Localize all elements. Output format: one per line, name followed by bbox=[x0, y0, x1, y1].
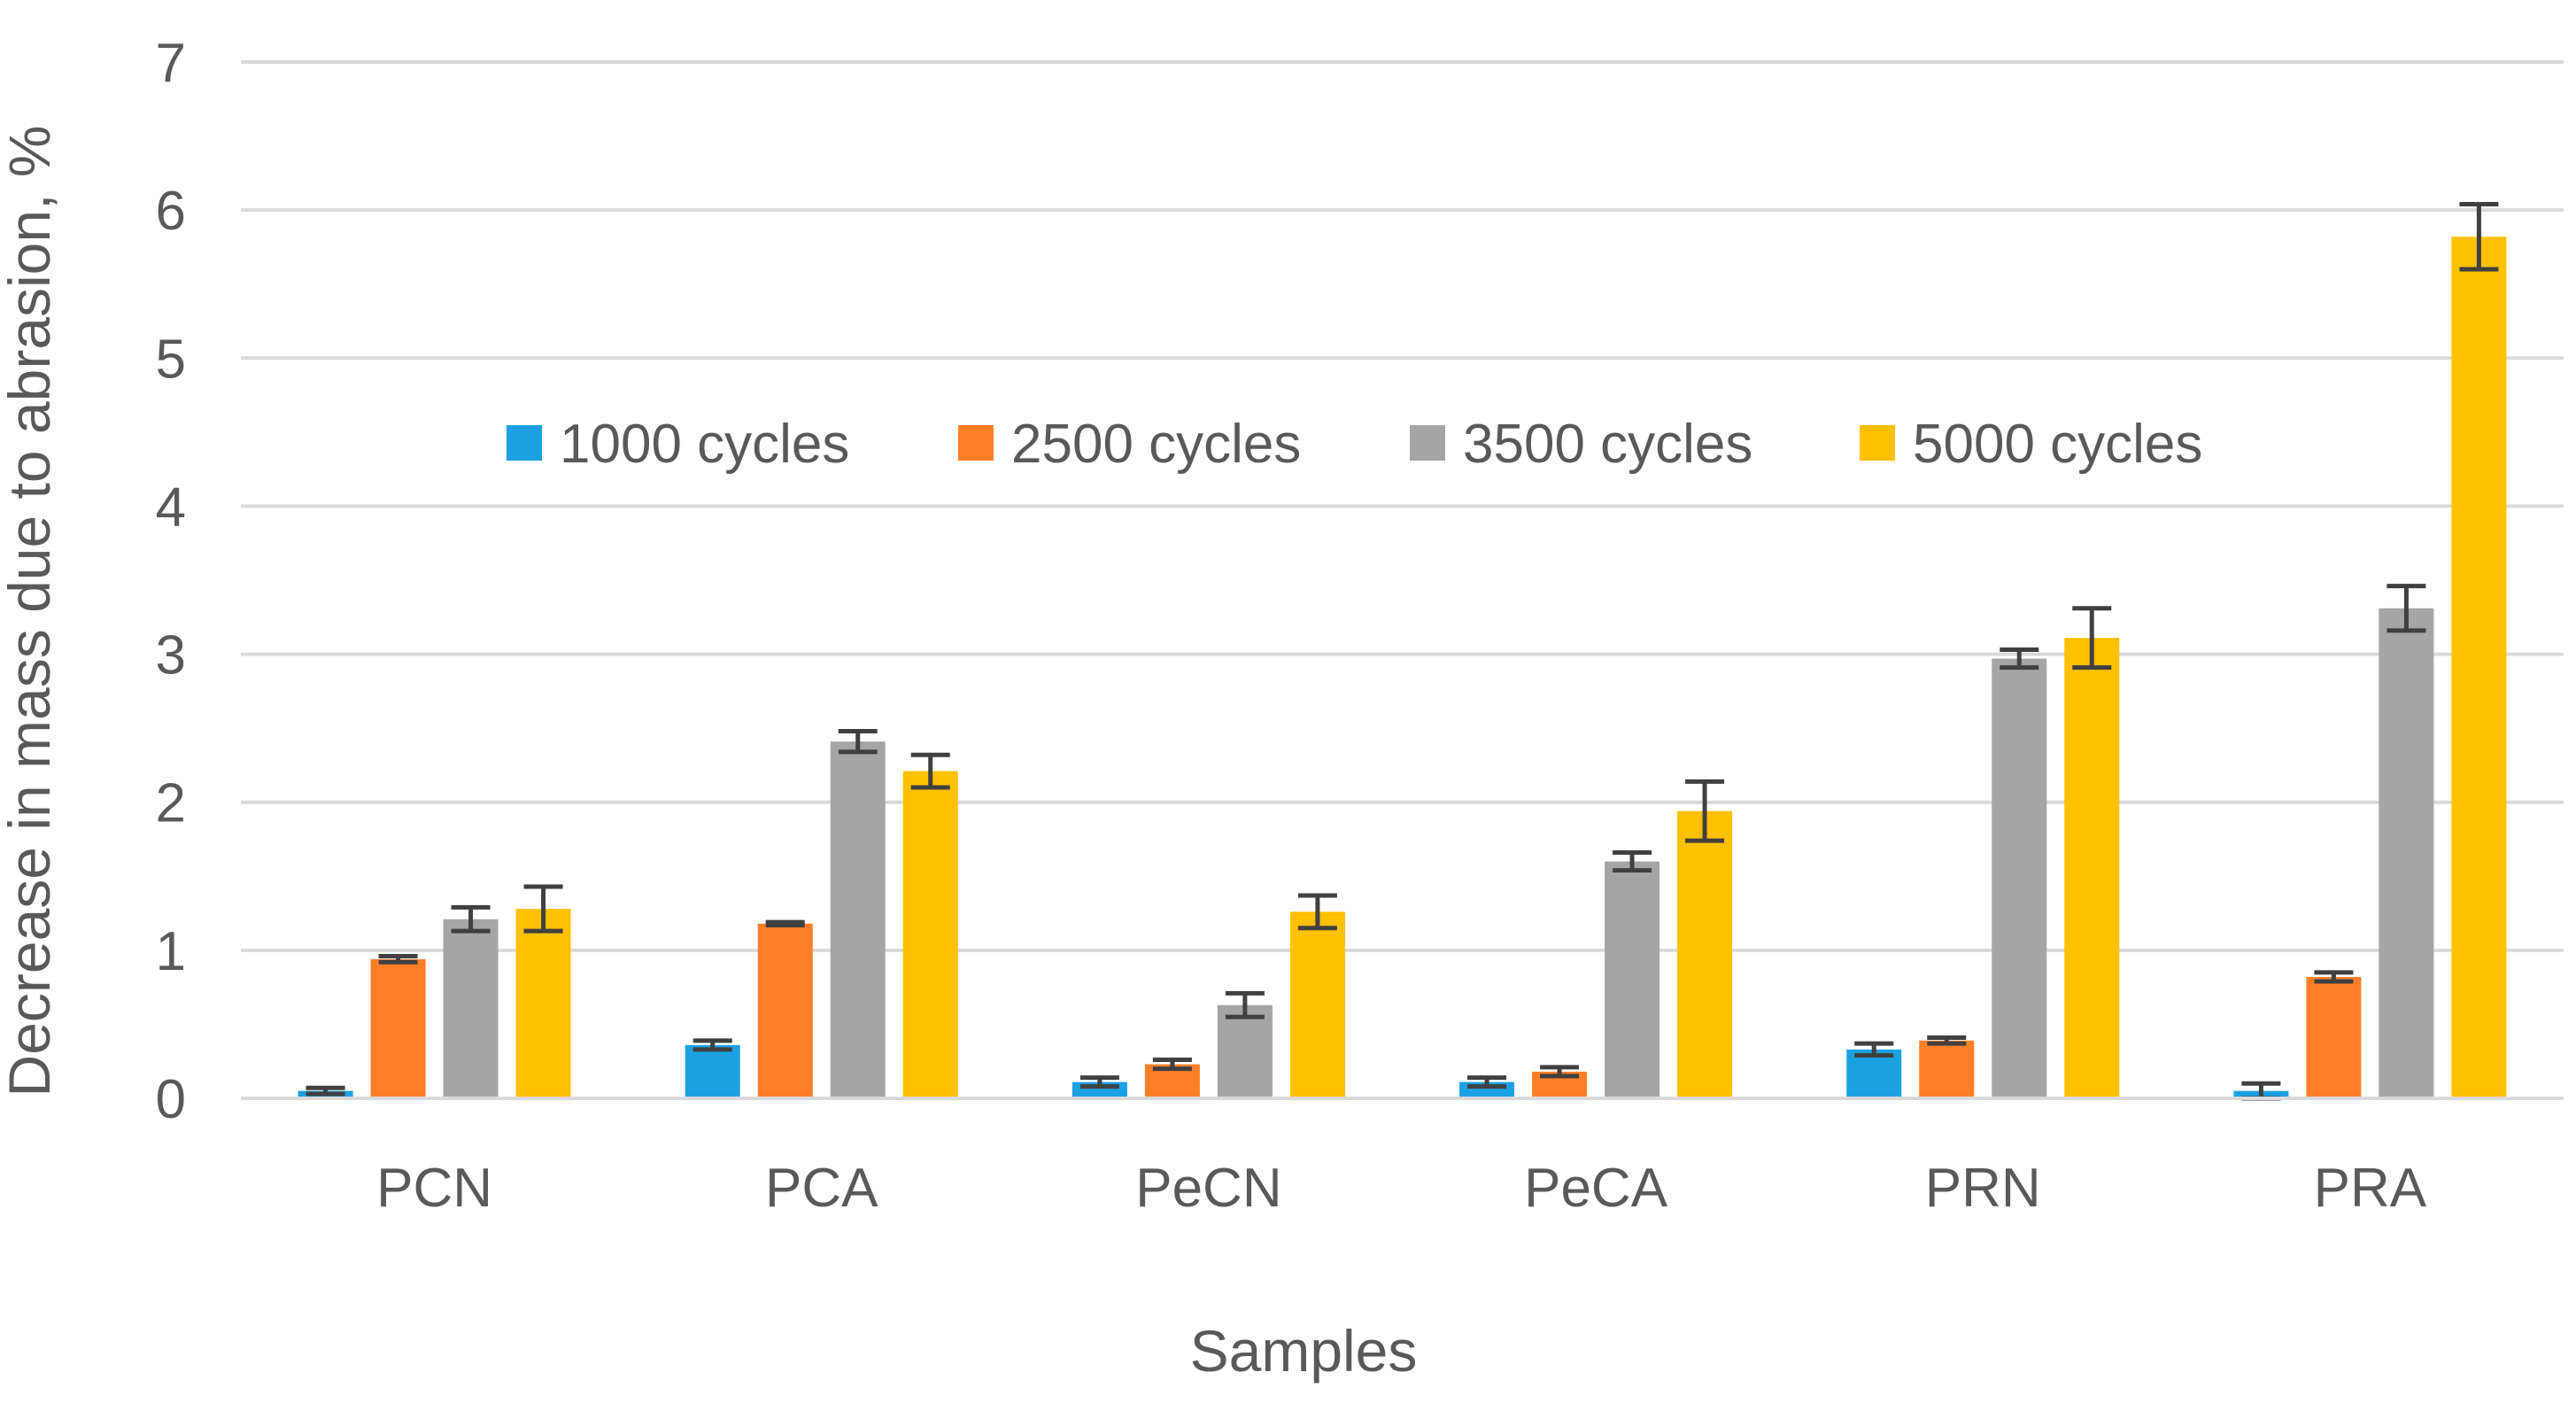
legend-swatch bbox=[958, 425, 994, 461]
y-tick-label: 3 bbox=[156, 625, 186, 686]
bar bbox=[1677, 810, 1733, 1098]
legend-label: 3500 cycles bbox=[1463, 414, 1752, 475]
error-bars bbox=[306, 201, 2499, 1101]
legend-label: 1000 cycles bbox=[560, 414, 849, 475]
axes: 0 1 2 3 4 5 6 7 PCN PCA PeCN PeCA PRN PRA bbox=[156, 33, 2564, 1219]
x-tick-label: PCA bbox=[765, 1158, 878, 1219]
bar bbox=[515, 909, 571, 1098]
bar bbox=[2064, 638, 2120, 1098]
legend-label: 5000 cycles bbox=[1913, 414, 2202, 475]
x-axis-title: Samples bbox=[1190, 1318, 1418, 1384]
bar bbox=[685, 1044, 740, 1098]
bars bbox=[298, 236, 2507, 1098]
bar bbox=[1289, 911, 1345, 1098]
bar bbox=[1605, 861, 1660, 1098]
x-tick-label: PRA bbox=[2314, 1158, 2427, 1219]
gridlines bbox=[241, 60, 2564, 952]
x-tick-label: PCN bbox=[376, 1158, 492, 1219]
bar bbox=[830, 741, 886, 1098]
legend-swatch bbox=[1860, 425, 1895, 461]
bar bbox=[1992, 658, 2047, 1098]
y-tick-label: 1 bbox=[156, 921, 186, 982]
bar bbox=[1846, 1049, 1902, 1098]
x-tick-label: PeCN bbox=[1135, 1158, 1281, 1219]
legend: 1000 cycles 2500 cycles 3500 cycles 5000 cy… bbox=[507, 414, 2202, 475]
bar bbox=[443, 919, 499, 1098]
bar bbox=[2451, 236, 2507, 1098]
bar bbox=[757, 923, 813, 1098]
legend-swatch bbox=[507, 425, 542, 461]
bar bbox=[902, 771, 958, 1098]
legend-swatch bbox=[1410, 425, 1445, 461]
y-tick-label: 5 bbox=[156, 329, 186, 390]
bar bbox=[1919, 1040, 1975, 1098]
x-tick-label: PRN bbox=[1925, 1158, 2041, 1219]
bar bbox=[2306, 976, 2362, 1098]
legend-label: 2500 cycles bbox=[1011, 414, 1301, 475]
x-tick-label: PeCA bbox=[1524, 1158, 1668, 1219]
y-tick-label: 4 bbox=[156, 477, 186, 538]
bar bbox=[2379, 608, 2434, 1098]
bar bbox=[370, 958, 426, 1098]
bar bbox=[1217, 1004, 1273, 1098]
y-tick-label: 6 bbox=[156, 181, 186, 242]
y-tick-label: 2 bbox=[156, 773, 186, 834]
y-tick-label: 7 bbox=[156, 33, 186, 94]
y-tick-label: 0 bbox=[156, 1069, 186, 1130]
y-axis-title: Decrease in mass due to abrasion, % bbox=[0, 126, 62, 1097]
